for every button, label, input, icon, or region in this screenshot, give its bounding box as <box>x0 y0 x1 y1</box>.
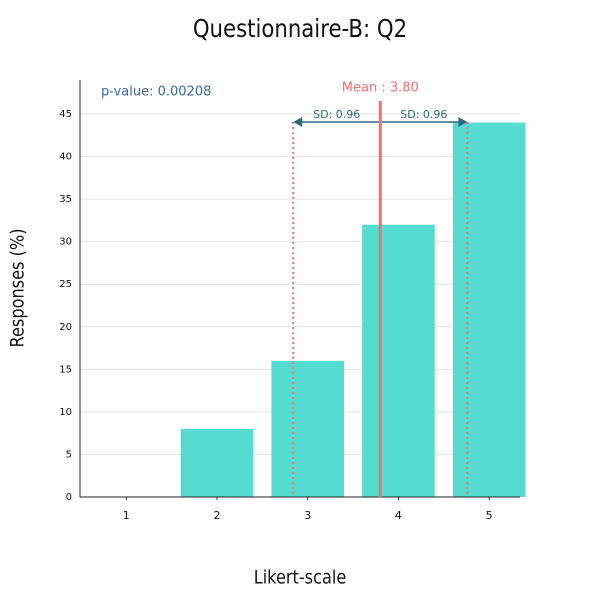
x-axis-label: Likert-scale <box>254 567 347 589</box>
y-tick-label: 0 <box>66 492 72 503</box>
y-tick-label: 40 <box>59 152 72 163</box>
y-tick-label: 35 <box>59 194 72 205</box>
y-tick-label: 30 <box>59 237 72 248</box>
bar <box>180 428 254 497</box>
y-tick-label: 5 <box>66 449 72 460</box>
sd-label: SD: 0.96 <box>400 108 447 121</box>
chart-title: Questionnaire-B: Q2 <box>193 14 407 43</box>
x-tick-label: 4 <box>395 509 402 522</box>
mean-label: Mean : 3.80 <box>342 81 419 96</box>
y-tick-label: 15 <box>59 364 72 375</box>
y-tick-label: 45 <box>59 109 72 120</box>
sd-label: SD: 0.96 <box>313 108 360 121</box>
y-tick-label: 20 <box>59 322 72 333</box>
y-tick-label: 10 <box>59 407 72 418</box>
x-tick-label: 1 <box>123 509 130 522</box>
x-tick-label: 2 <box>213 509 220 522</box>
bar <box>452 122 526 497</box>
x-tick-label: 5 <box>486 509 493 522</box>
p-value: p-value: 0.00208 <box>101 85 211 100</box>
y-tick-label: 25 <box>59 279 72 290</box>
bar <box>271 360 344 497</box>
x-tick-label: 3 <box>304 509 311 522</box>
bar <box>362 224 435 497</box>
y-axis-label: Responses (%) <box>7 228 29 347</box>
